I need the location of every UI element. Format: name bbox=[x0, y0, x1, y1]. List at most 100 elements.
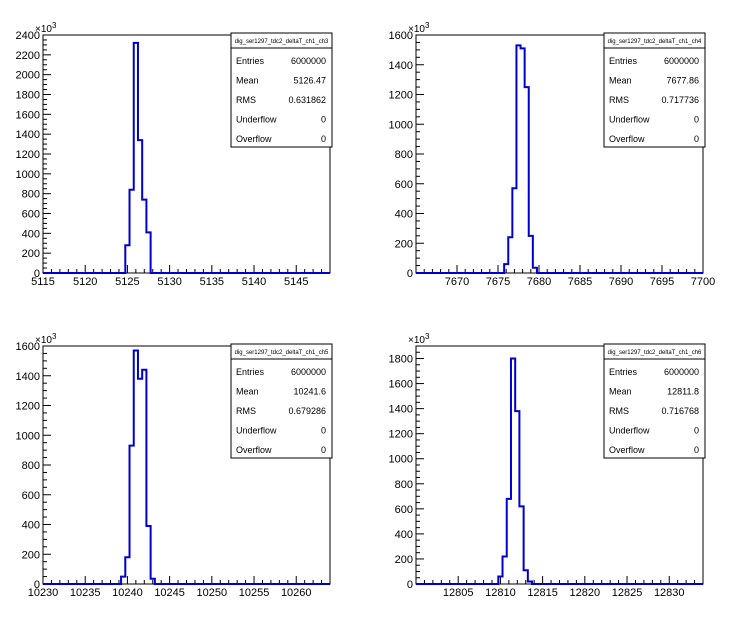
y-tick-label: 400 bbox=[22, 520, 40, 532]
x-tick-label: 10235 bbox=[70, 587, 101, 599]
y-tick-label: 200 bbox=[22, 549, 40, 561]
stats-label: Mean bbox=[236, 76, 259, 86]
x-tick-label: 7695 bbox=[650, 276, 674, 288]
y-tick-label: 200 bbox=[22, 248, 40, 260]
histogram-line bbox=[416, 357, 703, 585]
histogram-line bbox=[416, 44, 703, 274]
y-tick-label: 400 bbox=[395, 529, 413, 541]
y-tick-label: 1000 bbox=[16, 430, 40, 442]
y-tick-label: 0 bbox=[34, 268, 40, 280]
stats-value: 6000000 bbox=[291, 367, 326, 377]
y-tick-label: 0 bbox=[34, 579, 40, 591]
y-tick-label: 2000 bbox=[16, 70, 40, 82]
histogram-panel: 12805 12810 12815 12820 12825 12830 0 200 400 600… bbox=[389, 332, 706, 599]
y-tick-label: 400 bbox=[395, 209, 413, 221]
y-tick-label: 800 bbox=[395, 479, 413, 491]
x-tick-label: 10240 bbox=[112, 587, 143, 599]
x-tick-label: 5120 bbox=[73, 276, 97, 288]
stats-value: 0.631862 bbox=[288, 95, 326, 105]
y-tick-label: 1400 bbox=[16, 371, 40, 383]
x-tick-label: 12820 bbox=[570, 587, 601, 599]
x-tick-label: 10260 bbox=[281, 587, 312, 599]
stats-title: dig_ser1297_tdc2_deltaT_ch1_ch4 bbox=[608, 39, 702, 45]
y-tick-label: 1400 bbox=[389, 404, 413, 416]
y-tick-label: 1200 bbox=[389, 429, 413, 441]
histogram-panel: 5115 5120 5125 5130 5135 5140 5145 0 200 400 600 80… bbox=[16, 21, 333, 288]
stats-value: 0 bbox=[321, 445, 326, 455]
y-tick-label: 1800 bbox=[389, 354, 413, 366]
x-tick-label: 5115 bbox=[31, 276, 55, 288]
x-tick-label: 7670 bbox=[445, 276, 469, 288]
x-tick-label: 7700 bbox=[691, 276, 715, 288]
stats-label: Overflow bbox=[609, 134, 645, 144]
y-tick-label: 1000 bbox=[389, 119, 413, 131]
x-tick-label: 5145 bbox=[284, 276, 308, 288]
y-multiplier-label: ×103 bbox=[408, 21, 430, 35]
stats-label: Entries bbox=[236, 56, 265, 66]
y-tick-label: 0 bbox=[407, 268, 413, 280]
stats-box: dig_ser1297_tdc2_deltaT_ch1_ch6 Entries 60… bbox=[603, 343, 706, 459]
stats-value: 6000000 bbox=[291, 56, 326, 66]
stats-label: Mean bbox=[609, 387, 632, 397]
y-tick-label: 1000 bbox=[16, 169, 40, 181]
y-tick-label: 1800 bbox=[16, 90, 40, 102]
x-tick-label: 12805 bbox=[443, 587, 474, 599]
x-tick-label: 10250 bbox=[197, 587, 228, 599]
stats-label: Entries bbox=[236, 367, 265, 377]
y-tick-label: 1600 bbox=[389, 30, 413, 42]
y-tick-label: 800 bbox=[395, 149, 413, 161]
y-tick-label: 1200 bbox=[16, 401, 40, 413]
x-tick-label: 5140 bbox=[242, 276, 266, 288]
stats-box: dig_ser1297_tdc2_deltaT_ch1_ch5 Entries 60… bbox=[230, 343, 333, 459]
x-tick-label: 10255 bbox=[239, 587, 270, 599]
stats-label: Underflow bbox=[236, 426, 277, 436]
stats-label: RMS bbox=[236, 406, 256, 416]
stats-value: 6000000 bbox=[664, 367, 699, 377]
stats-label: RMS bbox=[609, 95, 629, 105]
y-tick-label: 1600 bbox=[16, 341, 40, 353]
x-tick-label: 7680 bbox=[527, 276, 551, 288]
stats-box-frame bbox=[230, 343, 333, 459]
stats-box: dig_ser1297_tdc2_deltaT_ch1_ch3 Entries 60… bbox=[230, 32, 333, 148]
histogram-line bbox=[43, 349, 330, 585]
stats-value: 0 bbox=[321, 134, 326, 144]
stats-box: dig_ser1297_tdc2_deltaT_ch1_ch4 Entries 60… bbox=[603, 32, 706, 148]
y-tick-label: 1000 bbox=[389, 454, 413, 466]
stats-box-frame bbox=[230, 32, 333, 148]
y-tick-label: 2200 bbox=[16, 50, 40, 62]
stats-label: RMS bbox=[609, 406, 629, 416]
stats-value: 10241.6 bbox=[293, 387, 326, 397]
stats-box-frame bbox=[603, 343, 706, 459]
stats-label: RMS bbox=[236, 95, 256, 105]
y-tick-label: 600 bbox=[395, 504, 413, 516]
x-tick-label: 12830 bbox=[654, 587, 685, 599]
y-multiplier-label: ×103 bbox=[35, 21, 57, 35]
stats-label: Entries bbox=[609, 367, 638, 377]
x-tick-label: 12825 bbox=[612, 587, 643, 599]
stats-value: 0 bbox=[321, 426, 326, 436]
y-tick-label: 1200 bbox=[16, 149, 40, 161]
stats-title: dig_ser1297_tdc2_deltaT_ch1_ch3 bbox=[235, 39, 329, 45]
x-tick-label: 10245 bbox=[154, 587, 185, 599]
y-tick-label: 2400 bbox=[16, 30, 40, 42]
y-multiplier-label: ×103 bbox=[408, 332, 430, 346]
stats-label: Overflow bbox=[236, 445, 272, 455]
stats-label: Underflow bbox=[609, 115, 650, 125]
x-tick-label: 7690 bbox=[609, 276, 633, 288]
stats-label: Mean bbox=[609, 76, 632, 86]
stats-label: Underflow bbox=[236, 115, 277, 125]
x-tick-label: 10230 bbox=[28, 587, 59, 599]
stats-value: 5126.47 bbox=[293, 76, 326, 86]
x-tick-label: 5125 bbox=[115, 276, 139, 288]
stats-value: 0 bbox=[694, 134, 699, 144]
y-tick-label: 1200 bbox=[389, 90, 413, 102]
stats-label: Mean bbox=[236, 387, 259, 397]
y-tick-label: 800 bbox=[22, 460, 40, 472]
x-tick-label: 7675 bbox=[486, 276, 510, 288]
stats-value: 0.717736 bbox=[661, 95, 699, 105]
histogram-bin bbox=[138, 379, 142, 584]
stats-value: 0 bbox=[321, 115, 326, 125]
histogram-panel: 7670 7675 7680 7685 7690 7695 7700 0 200 400 600 80… bbox=[389, 21, 716, 288]
y-tick-label: 600 bbox=[22, 209, 40, 221]
